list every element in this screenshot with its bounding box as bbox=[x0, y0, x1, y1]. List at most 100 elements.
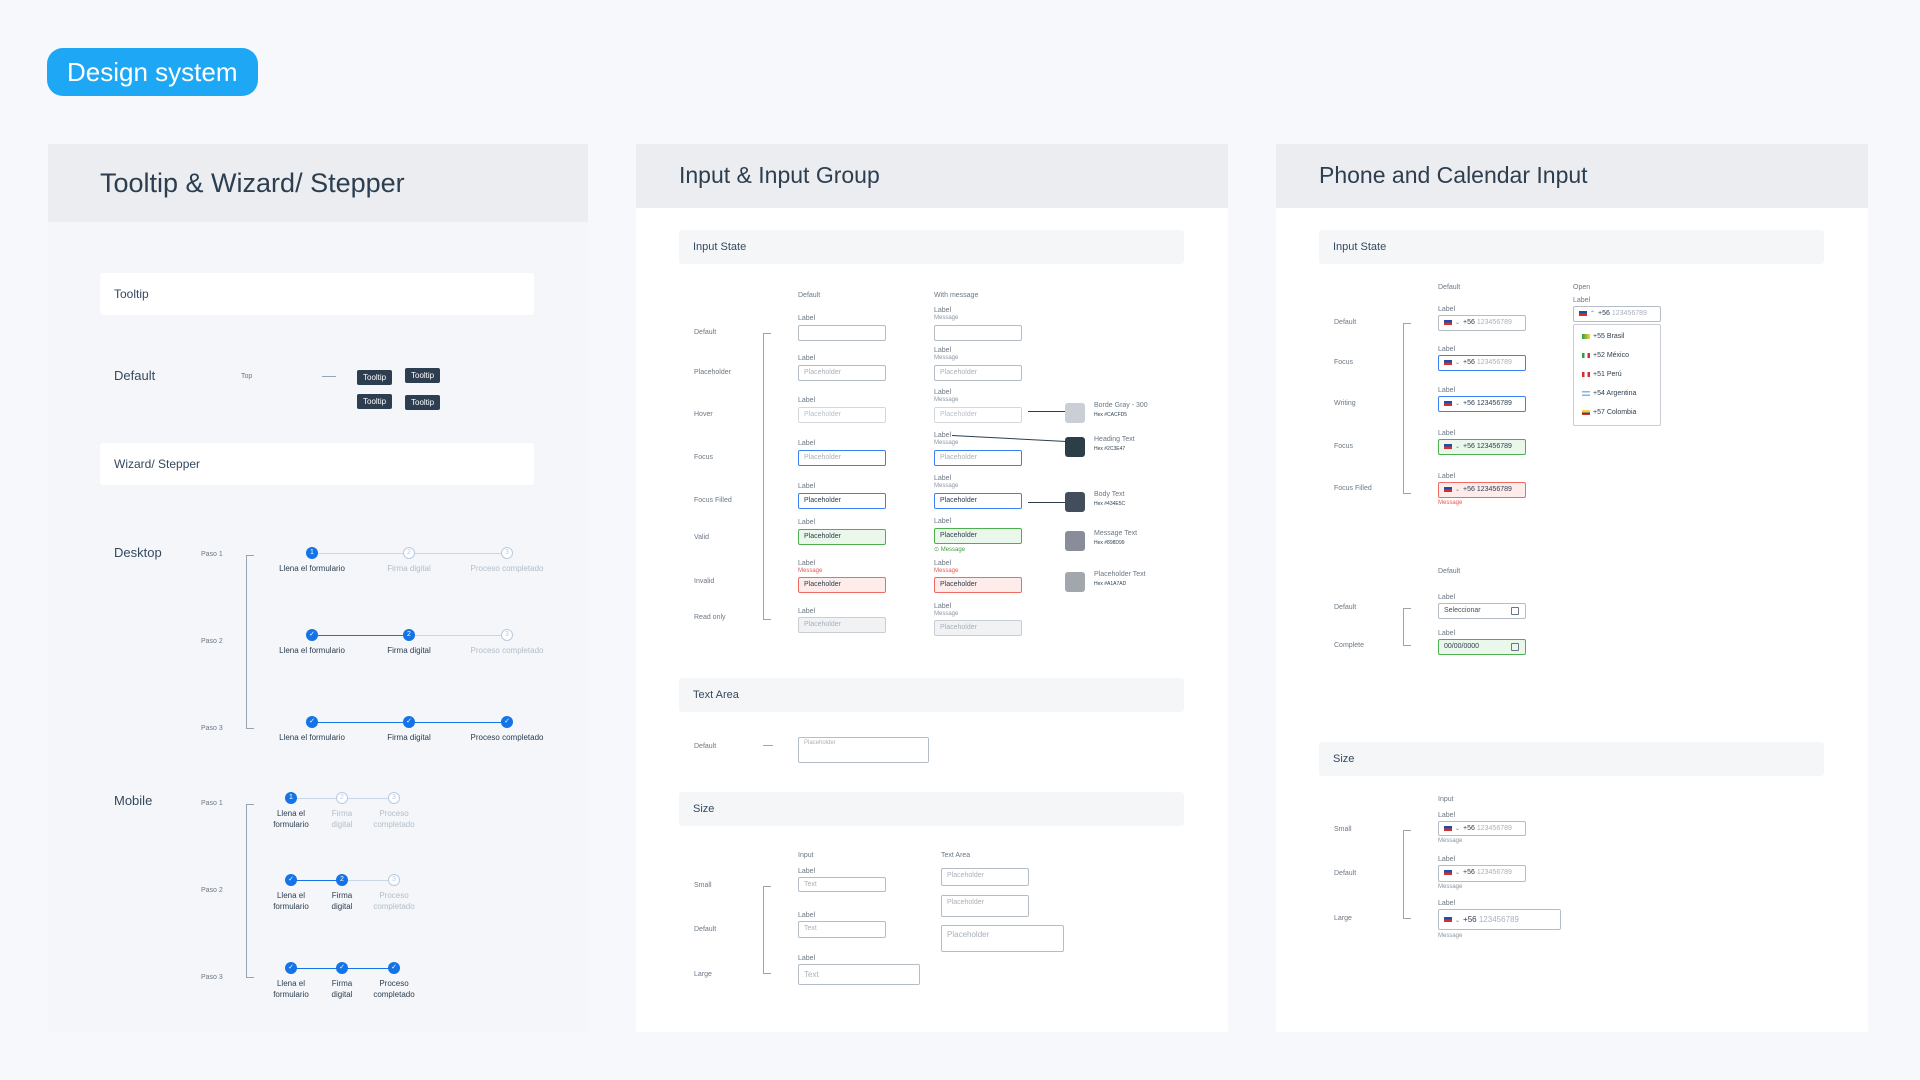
field-message: Message bbox=[1438, 884, 1463, 890]
textarea-large[interactable]: Placeholder bbox=[941, 925, 1064, 952]
input-valid-msg[interactable]: Placeholder bbox=[934, 528, 1022, 544]
phone-input-error[interactable]: ⌄ +56 123456789 bbox=[1438, 482, 1526, 498]
section-bar-size: Size bbox=[679, 792, 1184, 826]
input-hover[interactable]: Placeholder bbox=[798, 407, 886, 423]
input-small[interactable]: Text bbox=[798, 877, 886, 892]
step-dot[interactable]: 3 bbox=[388, 792, 400, 804]
panel-header: Phone and Calendar Input bbox=[1276, 144, 1868, 208]
section-bar-wizard: Wizard/ Stepper bbox=[100, 443, 534, 485]
field-label: Label bbox=[1438, 594, 1456, 601]
input-focus-filled-msg[interactable]: Placeholder bbox=[934, 493, 1022, 509]
step-dot-active[interactable]: 1 bbox=[285, 792, 297, 804]
input-focus[interactable]: Placeholder bbox=[798, 450, 886, 466]
step-dot-done[interactable]: ✓ bbox=[306, 716, 318, 728]
country-option[interactable]: +51 Perú bbox=[1582, 371, 1622, 378]
step-label: Paso 1 bbox=[201, 551, 223, 558]
step-dot-active[interactable]: 2 bbox=[403, 629, 415, 641]
input-invalid-msg[interactable]: Placeholder bbox=[934, 577, 1022, 593]
date-input-default[interactable]: Seleccionar bbox=[1438, 603, 1526, 619]
connector bbox=[763, 745, 773, 746]
row-label: Focus bbox=[694, 454, 714, 461]
input-default-msg[interactable] bbox=[934, 325, 1022, 341]
step-text: Proceso completado bbox=[373, 979, 415, 999]
step-dot-done[interactable]: ✓ bbox=[306, 629, 318, 641]
phone-input-valid[interactable]: ⌄ +56 123456789 bbox=[1438, 439, 1526, 455]
tooltip-top-label: Top bbox=[241, 373, 253, 380]
textarea-default-size[interactable]: Placeholder bbox=[941, 895, 1029, 917]
step-dot[interactable]: 3 bbox=[388, 874, 400, 886]
swatch-hex: Hex #2C3E47 bbox=[1094, 446, 1126, 452]
input-placeholder[interactable]: Placeholder bbox=[798, 365, 886, 381]
row-label: Focus Filled bbox=[1334, 485, 1372, 492]
step-text: Proceso completado bbox=[470, 733, 544, 742]
success-message: ⊙ Message bbox=[934, 547, 966, 553]
textarea-default[interactable]: Placeholder bbox=[798, 737, 929, 763]
input-valid[interactable]: Placeholder bbox=[798, 529, 886, 545]
country-option[interactable]: +57 Colombia bbox=[1582, 409, 1636, 416]
field-message: Message bbox=[934, 611, 959, 617]
phone-input-focus[interactable]: ⌄ +56 123456789 bbox=[1438, 355, 1526, 371]
swatch-body-text bbox=[1065, 492, 1085, 512]
input-focus-msg[interactable]: Placeholder bbox=[934, 450, 1022, 466]
step-dot-done[interactable]: ✓ bbox=[336, 962, 348, 974]
phone-input-open[interactable]: ⌃ +56 123456789 bbox=[1573, 306, 1661, 322]
field-label: Label bbox=[1438, 387, 1456, 394]
col-header: Text Area bbox=[941, 852, 971, 859]
field-label: Label bbox=[1438, 430, 1456, 437]
step-dot-active[interactable]: 1 bbox=[306, 547, 318, 559]
phone-input-large[interactable]: ⌄ +56 123456789 bbox=[1438, 909, 1561, 930]
field-message: Message bbox=[934, 355, 959, 361]
step-label: Paso 2 bbox=[201, 887, 223, 894]
input-hover-msg[interactable]: Placeholder bbox=[934, 407, 1022, 423]
field-label: Label bbox=[1438, 900, 1456, 907]
field-label: Label bbox=[934, 475, 952, 482]
col-header: With message bbox=[934, 292, 979, 299]
step-dot[interactable]: 2 bbox=[403, 547, 415, 559]
row-label: Focus bbox=[1334, 443, 1354, 450]
country-option[interactable]: +52 México bbox=[1582, 352, 1629, 359]
step-text: Llena el formulario bbox=[279, 646, 345, 655]
step-dot[interactable]: 2 bbox=[336, 792, 348, 804]
field-label: Label bbox=[798, 355, 816, 362]
field-label: Label bbox=[1573, 297, 1591, 304]
input-default-size[interactable]: Text bbox=[798, 921, 886, 938]
phone-input-default[interactable]: ⌄ +56 123456789 bbox=[1438, 315, 1526, 331]
phone-input-small[interactable]: ⌄ +56 123456789 bbox=[1438, 821, 1526, 836]
date-input-complete[interactable]: 00/00/0000 bbox=[1438, 639, 1526, 655]
row-label: Small bbox=[1334, 826, 1352, 833]
row-label: Small bbox=[694, 882, 712, 889]
section-bar-input-state: Input State bbox=[679, 230, 1184, 264]
section-bar-input-state: Input State bbox=[1319, 230, 1824, 264]
phone-input-writing[interactable]: ⌄ +56 123456789 bbox=[1438, 396, 1526, 412]
input-default[interactable] bbox=[798, 325, 886, 341]
step-dot-done[interactable]: ✓ bbox=[501, 716, 513, 728]
step-dot[interactable]: 3 bbox=[501, 547, 513, 559]
step-dot-active[interactable]: 2 bbox=[336, 874, 348, 886]
row-label: Invalid bbox=[694, 578, 715, 585]
input-focus-filled[interactable]: Placeholder bbox=[798, 493, 886, 509]
bracket bbox=[763, 333, 771, 620]
bracket bbox=[1403, 608, 1411, 646]
step-dot-done[interactable]: ✓ bbox=[403, 716, 415, 728]
step-label: Paso 2 bbox=[201, 638, 223, 645]
field-label: Label bbox=[934, 347, 952, 354]
step-label: Paso 1 bbox=[201, 800, 223, 807]
textarea-small[interactable]: Placeholder bbox=[941, 868, 1029, 886]
field-label: Label bbox=[798, 868, 816, 875]
input-invalid[interactable]: Placeholder bbox=[798, 577, 886, 593]
swatch-name: Message Text bbox=[1094, 530, 1138, 537]
country-option[interactable]: +54 Argentina bbox=[1582, 390, 1636, 397]
step-dot[interactable]: 3 bbox=[501, 629, 513, 641]
input-large[interactable]: Text bbox=[798, 964, 920, 985]
country-option[interactable]: +55 Brasil bbox=[1582, 333, 1624, 340]
phone-input-default-size[interactable]: ⌄ +56 123456789 bbox=[1438, 865, 1526, 882]
step-dot-done[interactable]: ✓ bbox=[388, 962, 400, 974]
step-text: Llena el formulario bbox=[273, 891, 309, 911]
step-dot-done[interactable]: ✓ bbox=[285, 962, 297, 974]
row-label: Default bbox=[1334, 319, 1357, 326]
step-text: Firma digital bbox=[387, 733, 431, 742]
swatch-name: Borde Gray - 300 bbox=[1094, 402, 1148, 409]
input-placeholder-msg[interactable]: Placeholder bbox=[934, 365, 1022, 381]
swatch-hex: Hex #898D99 bbox=[1094, 540, 1125, 546]
step-dot-done[interactable]: ✓ bbox=[285, 874, 297, 886]
